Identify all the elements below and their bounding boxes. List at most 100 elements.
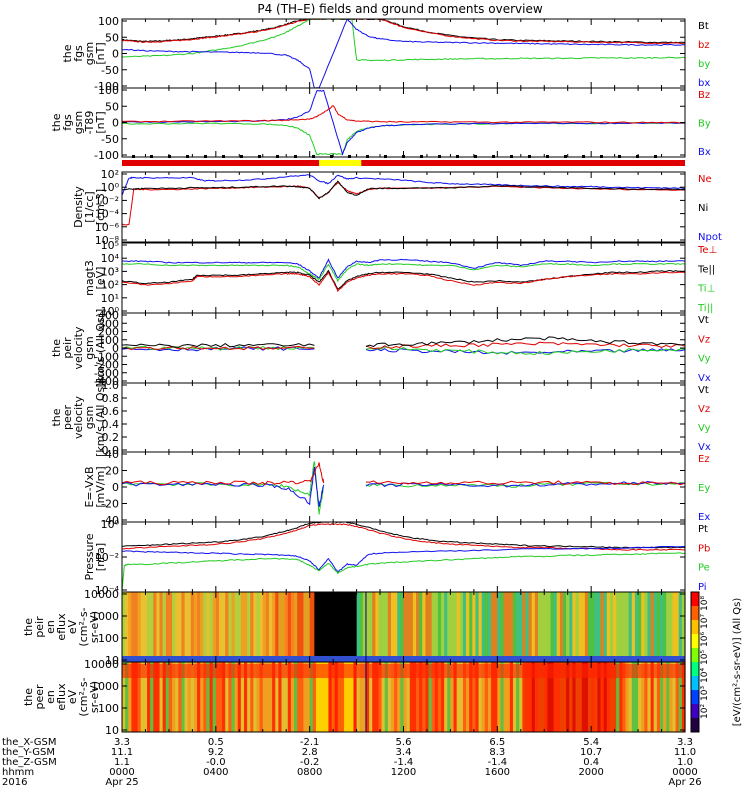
spectrogram-column	[140, 592, 145, 662]
y-tick-label: -50	[101, 64, 119, 77]
panel-velocity_peer: 1.00.80.60.40.20.0 thepeervelocitygsm[km/…	[50, 378, 711, 457]
spectrogram-column	[234, 662, 239, 732]
spectrogram-column	[281, 662, 286, 732]
y-tick-label: 10²	[101, 279, 119, 292]
spectrogram-column	[162, 662, 167, 732]
spectrogram-column	[337, 662, 342, 732]
legend-Vt: Vt	[698, 315, 709, 326]
mode-bar-tick	[240, 155, 243, 158]
spectrogram-column	[369, 592, 373, 662]
mode-bar	[122, 155, 685, 166]
spectrogram-column	[656, 592, 661, 662]
y-tick-label: 10⁴	[101, 252, 120, 265]
legend-By: By	[698, 119, 711, 130]
spectrogram-column	[309, 592, 314, 662]
spectrogram-column	[459, 662, 464, 732]
spectrogram-column	[237, 592, 242, 662]
spectrogram-column	[256, 662, 261, 732]
spectrogram-column	[666, 662, 670, 732]
y-tick-label: 10000	[84, 588, 119, 601]
spectrogram-column	[506, 592, 511, 662]
y-tick-label: 50	[105, 100, 119, 113]
spectrogram-column	[678, 662, 683, 732]
spectrogram-column	[262, 592, 267, 662]
mode-bar-tick	[186, 155, 189, 158]
x-row-label: the_Y-GSM	[2, 747, 55, 758]
y-tick-label: 10000	[84, 658, 119, 671]
spectrogram-column	[659, 662, 664, 732]
spectrogram-column	[581, 592, 586, 662]
mode-bar-tick	[330, 155, 333, 158]
spectrogram-column	[434, 662, 439, 732]
panel-frame	[121, 521, 686, 593]
y-axis-label-line: fgs	[72, 45, 85, 62]
colorbar-label: 10³	[700, 686, 710, 701]
spectrogram-column	[487, 592, 492, 662]
spectrogram-column	[575, 662, 580, 732]
x-tick-label: -0.0	[206, 757, 226, 768]
spectrogram-column	[613, 592, 617, 662]
high-energy-band	[122, 664, 685, 678]
x-tick-label: -2.1	[300, 737, 320, 748]
mode-bar-tick	[420, 155, 423, 158]
spectrogram-column	[584, 592, 589, 662]
spectrogram-column	[625, 592, 630, 662]
spectrogram-column	[397, 592, 401, 662]
spectrogram-column	[647, 662, 652, 732]
spectrogram-column	[390, 662, 395, 732]
mode-bar-tick	[438, 155, 441, 158]
y-axis-label-line: peir	[33, 616, 46, 638]
spectrogram-column	[134, 592, 139, 662]
legend-Ex: Ex	[698, 512, 710, 523]
spectrogram-column	[225, 592, 229, 662]
spectrogram-column	[131, 662, 136, 732]
mode-bar-tick	[222, 155, 225, 158]
y-tick-label: 100	[98, 334, 119, 347]
y-axis-label-line: eV	[66, 689, 79, 704]
y-axis-label-line: eV	[66, 619, 79, 634]
legend-Ni: Ni	[698, 203, 708, 214]
spectrogram-column	[187, 662, 192, 732]
colorbar-segment	[691, 634, 699, 649]
series-blue	[122, 18, 686, 89]
spectrogram-column	[406, 592, 411, 662]
spectrogram-column	[225, 662, 229, 732]
spectrogram-column	[638, 592, 642, 662]
y-tick-label: 10⁻⁴	[95, 584, 120, 597]
spectrogram-column	[165, 592, 170, 662]
spectrogram-column	[469, 662, 473, 732]
spectrogram-column	[203, 592, 208, 662]
spectrogram-column	[322, 662, 326, 732]
spectrogram-column	[287, 662, 292, 732]
mode-bar-tick	[546, 155, 549, 158]
spectrogram-column	[365, 662, 370, 732]
spectrogram-column	[484, 662, 489, 732]
spectrogram-column	[168, 592, 173, 662]
y-axis-label-line: en	[44, 690, 57, 704]
x-tick-label: 0.4	[583, 757, 599, 768]
spectrogram-column	[184, 662, 189, 732]
spectrogram-column	[534, 592, 539, 662]
spectrogram-column	[638, 662, 642, 732]
x-axis: the_X-GSMthe_Y-GSMthe_Z-GSMhhmm20163.311…	[2, 737, 702, 788]
y-tick-label: 10⁻²	[95, 551, 119, 564]
spectrogram-column	[622, 662, 627, 732]
spectrogram-column	[494, 592, 498, 662]
spectrogram-column	[228, 662, 233, 732]
y-tick-label: -100	[94, 149, 119, 162]
spectrogram-column	[247, 592, 251, 662]
spectrogram-column	[541, 662, 545, 732]
y-axis-label-line: magt3	[83, 260, 96, 296]
mode-bar-tick	[510, 155, 513, 158]
x-tick-label: 0000	[109, 767, 134, 778]
spectrogram-column	[456, 662, 461, 732]
y-axis-label-line: fgs	[61, 114, 74, 131]
spectrogram-column	[600, 662, 605, 732]
spectrogram-column	[340, 662, 345, 732]
mode-bar-tick	[276, 155, 279, 158]
panel-efield: 40 20 0 -20 -40 E=-VxB[mV/m] Ez Ey Ex	[83, 448, 710, 527]
spectrogram-column	[278, 662, 283, 732]
spectrogram-column	[156, 592, 161, 662]
